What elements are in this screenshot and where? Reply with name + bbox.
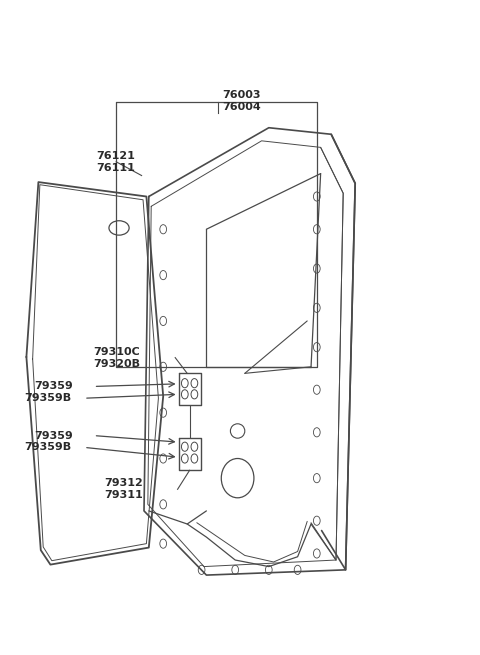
Text: 76003: 76003 <box>222 90 260 100</box>
Text: 76004: 76004 <box>222 102 261 112</box>
Text: 79312: 79312 <box>105 478 144 489</box>
Text: 79359B: 79359B <box>24 442 71 453</box>
Text: 79359: 79359 <box>35 430 73 441</box>
Text: 76111: 76111 <box>96 162 135 173</box>
Text: 79359B: 79359B <box>24 393 71 403</box>
Text: 79310C: 79310C <box>94 346 140 357</box>
Text: 79311: 79311 <box>105 490 144 500</box>
Text: 76121: 76121 <box>96 151 135 161</box>
Text: 79359: 79359 <box>35 381 73 392</box>
Text: 79320B: 79320B <box>94 358 141 369</box>
